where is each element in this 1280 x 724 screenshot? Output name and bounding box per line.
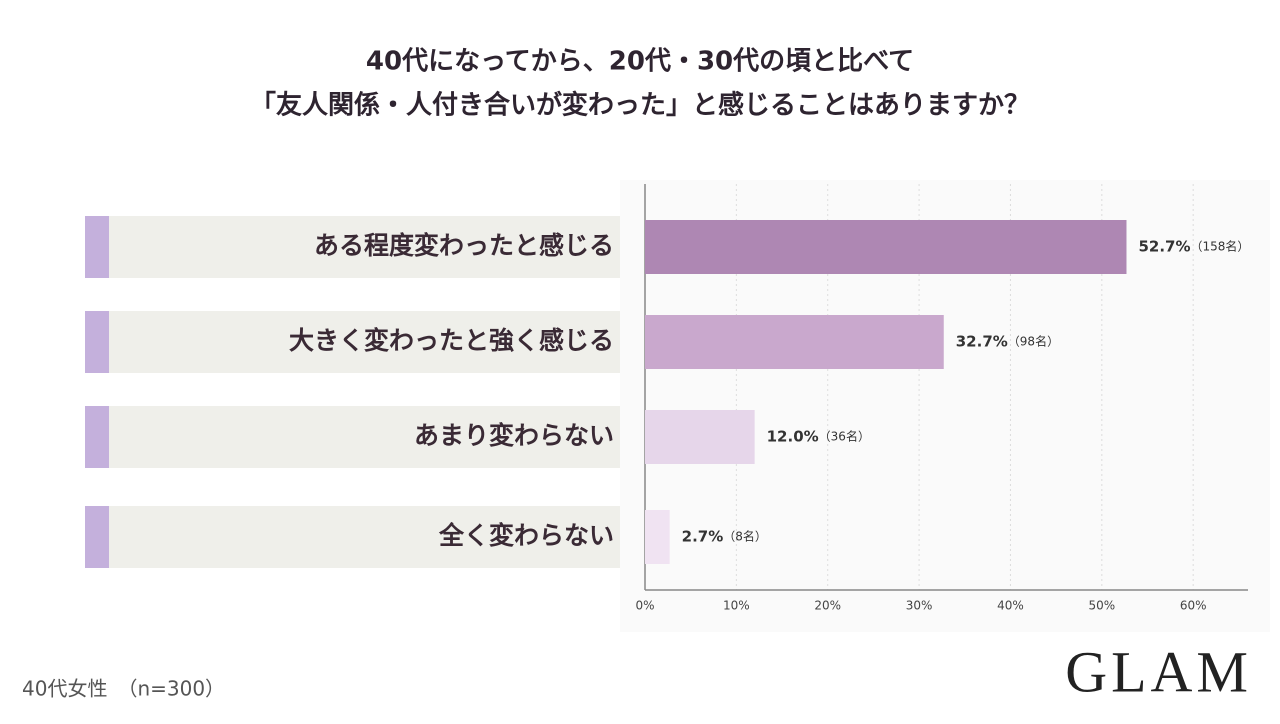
bar bbox=[645, 315, 944, 369]
x-tick-label: 0% bbox=[635, 599, 654, 613]
bar bbox=[645, 220, 1127, 274]
value-label: 2.7% bbox=[682, 528, 724, 546]
logo: GLAM bbox=[1065, 639, 1252, 704]
x-tick-label: 30% bbox=[906, 599, 933, 613]
category-label: ある程度変わったと感じる bbox=[314, 231, 614, 260]
label-box bbox=[109, 406, 620, 468]
label-box bbox=[109, 311, 620, 373]
bar bbox=[645, 510, 670, 564]
count-label: （36名） bbox=[819, 429, 870, 444]
label-accent bbox=[85, 216, 109, 278]
count-label: （158名） bbox=[1191, 239, 1250, 254]
value-label: 12.0% bbox=[767, 428, 819, 446]
label-accent bbox=[85, 406, 109, 468]
value-label: 52.7% bbox=[1138, 238, 1190, 256]
category-label: 全く変わらない bbox=[438, 521, 614, 550]
x-tick-label: 20% bbox=[814, 599, 841, 613]
label-accent bbox=[85, 506, 109, 568]
value-label: 32.7% bbox=[956, 333, 1008, 351]
x-tick-label: 10% bbox=[723, 599, 750, 613]
label-box bbox=[109, 216, 620, 278]
footnote: 40代女性 （n=300） bbox=[22, 677, 225, 701]
count-label: （98名） bbox=[1008, 334, 1059, 349]
x-tick-label: 50% bbox=[1088, 599, 1115, 613]
label-accent bbox=[85, 311, 109, 373]
count-label: （8名） bbox=[723, 529, 767, 544]
category-label: あまり変わらない bbox=[414, 421, 614, 450]
x-tick-label: 60% bbox=[1180, 599, 1207, 613]
x-tick-label: 40% bbox=[997, 599, 1024, 613]
chart-title: 40代になってから、20代・30代の頃と比べて bbox=[366, 47, 914, 77]
label-box bbox=[109, 506, 620, 568]
category-label: 大きく変わったと強く感じる bbox=[289, 326, 614, 355]
bar bbox=[645, 410, 755, 464]
chart-title: 「友人関係・人付き合いが変わった」と感じることはありますか？ bbox=[250, 90, 1030, 121]
